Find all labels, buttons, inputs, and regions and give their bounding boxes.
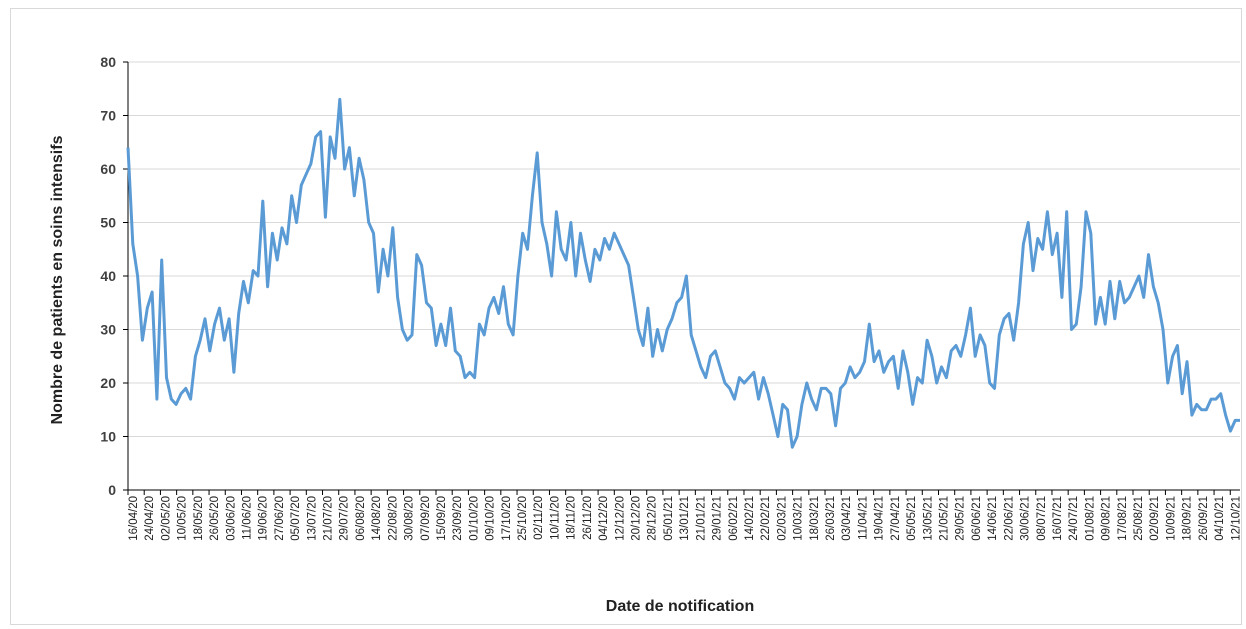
x-tick-label: 26/09/21	[1198, 496, 1210, 541]
x-tick-label: 25/10/20	[517, 496, 529, 541]
x-tick-label: 11/06/20	[241, 496, 253, 540]
x-tick-label: 08/07/21	[1036, 496, 1048, 541]
x-tick-label: 12/12/20	[614, 496, 626, 541]
x-axis-title: Date de notification	[606, 598, 754, 615]
x-tick-label: 21/07/20	[323, 496, 335, 541]
x-tick-label: 24/07/21	[1068, 496, 1080, 541]
x-tick-label: 22/02/21	[760, 496, 772, 541]
x-tick-label: 07/09/20	[420, 496, 432, 541]
x-tick-label: 05/05/21	[906, 496, 918, 541]
x-tick-label: 09/08/21	[1101, 496, 1113, 541]
x-tick-label: 02/03/21	[776, 496, 788, 541]
series-line	[126, 97, 1240, 449]
x-tick-label: 26/11/20	[582, 496, 594, 540]
y-tick-label: 40	[100, 268, 116, 284]
x-tick-label: 01/08/21	[1084, 496, 1096, 541]
gridlines	[128, 61, 1240, 437]
x-tick-label: 13/05/21	[922, 496, 934, 541]
x-tick-label: 02/05/20	[160, 496, 172, 541]
x-tick-label: 03/06/20	[225, 496, 237, 541]
y-tick-label: 30	[100, 322, 116, 338]
x-tick-label: 19/04/21	[874, 496, 886, 541]
x-tick-label: 16/04/20	[128, 496, 140, 541]
x-tick-label: 01/10/20	[468, 496, 480, 541]
x-tick-label: 10/03/21	[793, 496, 805, 541]
x-tick-label: 29/05/21	[955, 496, 967, 541]
x-tick-label: 27/06/20	[274, 496, 286, 541]
x-tick-label: 19/06/20	[258, 496, 270, 541]
y-tick-label: 50	[100, 215, 116, 231]
x-tick-label: 04/10/21	[1214, 496, 1226, 541]
y-tick-label: 10	[100, 429, 116, 445]
x-tick-label: 28/12/20	[647, 496, 659, 541]
x-tick-label: 30/08/20	[404, 496, 416, 541]
x-tick-label: 26/03/21	[825, 496, 837, 541]
x-axis-tick-labels: 16/04/20 24/04/20 02/05/20 10/05/20 18/05/20…	[127, 490, 1242, 541]
x-tick-label: 16/07/21	[1052, 496, 1064, 541]
x-tick-label: 27/04/21	[890, 496, 902, 541]
x-tick-label: 06/02/21	[728, 496, 740, 541]
x-tick-label: 10/05/20	[177, 496, 189, 541]
x-tick-label: 14/08/20	[371, 496, 383, 541]
x-tick-label: 30/06/21	[1020, 496, 1032, 541]
chart-frame	[10, 8, 1242, 625]
x-tick-label: 13/01/21	[679, 496, 691, 541]
x-tick-label: 06/06/21	[971, 496, 983, 541]
x-tick-label: 18/11/20	[566, 496, 578, 540]
x-tick-label: 13/07/20	[306, 496, 318, 541]
x-tick-label: 22/06/21	[1003, 496, 1015, 541]
x-tick-label: 18/09/21	[1182, 496, 1194, 541]
x-tick-label: 15/09/20	[436, 496, 448, 541]
x-tick-label: 10/11/20	[549, 496, 561, 540]
y-tick-label: 70	[100, 108, 116, 124]
x-tick-label: 04/12/20	[598, 496, 610, 541]
y-axis-title: Nombre de patients en soins intensifs	[49, 135, 66, 424]
x-tick-label: 05/07/20	[290, 496, 302, 541]
x-tick-label: 17/10/20	[501, 496, 513, 541]
x-tick-label: 03/04/21	[841, 496, 853, 541]
x-tick-label: 14/06/21	[987, 496, 999, 541]
x-tick-label: 24/04/20	[144, 496, 156, 541]
y-axis-tick-labels: 0 10 20 30 40 50 60 70 80	[100, 54, 128, 498]
x-tick-label: 06/08/20	[355, 496, 367, 541]
y-tick-label: 60	[100, 161, 116, 177]
x-tick-label: 05/01/21	[663, 496, 675, 541]
x-tick-label: 25/08/21	[1133, 496, 1145, 541]
x-tick-label: 21/01/21	[695, 496, 707, 541]
x-tick-label: 18/05/20	[193, 496, 205, 541]
x-tick-label: 29/07/20	[339, 496, 351, 541]
y-tick-label: 80	[100, 54, 116, 70]
x-tick-label: 17/08/21	[1117, 496, 1129, 541]
x-tick-label: 09/10/20	[485, 496, 497, 541]
x-tick-label: 02/11/20	[533, 496, 545, 540]
x-tick-label: 29/01/21	[712, 496, 724, 541]
x-tick-label: 22/08/20	[387, 496, 399, 541]
x-tick-label: 23/09/20	[452, 496, 464, 541]
x-tick-label: 11/04/21	[857, 496, 869, 540]
x-tick-label: 10/09/21	[1165, 496, 1177, 541]
y-tick-label: 0	[108, 482, 116, 498]
x-tick-label: 12/10/21	[1230, 496, 1242, 541]
x-tick-label: 20/12/20	[631, 496, 643, 541]
x-tick-label: 18/03/21	[809, 496, 821, 541]
y-tick-label: 20	[100, 375, 116, 391]
x-tick-label: 21/05/21	[938, 496, 950, 541]
x-tick-label: 02/09/21	[1149, 496, 1161, 541]
x-tick-label: 26/05/20	[209, 496, 221, 541]
x-tick-label: 14/02/21	[744, 496, 756, 541]
